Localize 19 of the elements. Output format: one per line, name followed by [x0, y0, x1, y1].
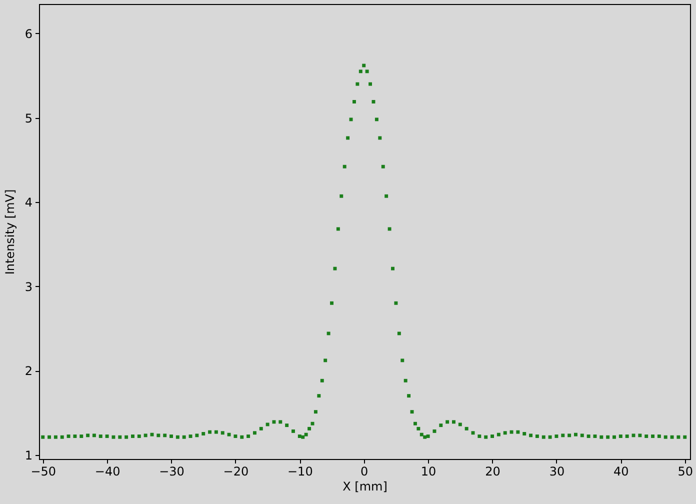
- y-axis-title: Intensity [mV]: [2, 189, 17, 275]
- x-tick-label: −10: [287, 464, 313, 478]
- x-tick-label: −50: [30, 464, 56, 478]
- y-tick-label: 3: [24, 280, 32, 294]
- x-tick-label: −30: [159, 464, 184, 478]
- x-tick-label: 50: [678, 464, 694, 478]
- y-tick-label: 5: [24, 111, 32, 126]
- x-tick-label: 30: [549, 464, 565, 478]
- x-tick-label: 0: [360, 464, 368, 478]
- x-axis-title: X [mm]: [342, 480, 388, 494]
- x-tick-label: −40: [94, 464, 120, 478]
- y-tick-label: 2: [24, 364, 32, 378]
- x-tick-label: 40: [614, 464, 629, 478]
- x-tick-label: 10: [420, 464, 436, 478]
- x-tick-label: 20: [485, 464, 500, 478]
- y-tick-label: 4: [24, 196, 32, 210]
- x-tick-label: −20: [223, 464, 249, 478]
- y-tick-label: 6: [24, 26, 32, 41]
- y-tick-label: 1: [24, 448, 32, 462]
